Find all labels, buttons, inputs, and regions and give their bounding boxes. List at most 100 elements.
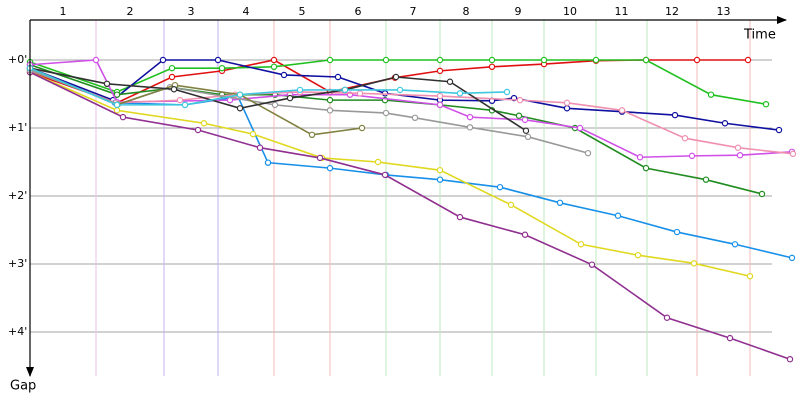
data-point — [507, 201, 515, 209]
data-point — [326, 56, 334, 64]
data-point — [681, 134, 689, 142]
series-line — [29, 71, 751, 278]
data-point — [577, 241, 585, 248]
data-point — [466, 124, 474, 131]
data-point — [746, 273, 754, 280]
y-tick-label: +0' — [8, 53, 27, 66]
y-axis-label: Gap — [10, 379, 36, 394]
data-point — [736, 151, 744, 159]
data-point — [326, 164, 334, 172]
data-point — [280, 71, 288, 79]
data-point — [382, 56, 390, 64]
series-line — [29, 59, 767, 105]
data-point — [671, 111, 679, 119]
data-point — [456, 90, 464, 97]
lap-label: 6 — [355, 5, 362, 18]
data-point — [341, 86, 349, 94]
data-point — [588, 261, 596, 268]
data-point — [503, 88, 511, 96]
data-point — [236, 105, 244, 112]
data-point — [488, 63, 496, 71]
data-point — [436, 92, 444, 100]
lap-label: 12 — [665, 5, 679, 18]
lap-label: 1 — [60, 5, 67, 18]
data-point — [614, 212, 622, 219]
data-point — [446, 78, 454, 85]
data-point — [563, 105, 571, 112]
data-point — [516, 96, 524, 104]
data-point — [744, 56, 752, 64]
data-point — [731, 241, 739, 248]
data-point — [576, 124, 584, 132]
lap-label: 8 — [463, 5, 470, 18]
data-point — [436, 56, 444, 64]
y-tick-label: +3' — [8, 257, 27, 270]
data-point — [113, 101, 121, 109]
data-point — [663, 314, 671, 321]
data-point — [788, 254, 796, 262]
data-point — [726, 334, 734, 342]
data-point — [673, 228, 681, 236]
data-point — [488, 56, 496, 64]
lap-label: 13 — [717, 5, 731, 18]
lap-label: 3 — [188, 5, 195, 18]
data-point — [334, 73, 342, 81]
data-point — [496, 183, 504, 191]
data-point — [271, 101, 279, 109]
data-point — [396, 86, 404, 94]
data-point — [592, 56, 600, 64]
data-point — [775, 126, 783, 134]
data-point — [270, 56, 278, 64]
data-point — [326, 107, 334, 114]
data-point — [103, 80, 111, 88]
data-point — [556, 199, 564, 206]
data-point — [218, 64, 226, 72]
data-point — [113, 107, 121, 114]
series-line — [29, 69, 794, 155]
data-point — [786, 356, 794, 363]
lap-label: 7 — [410, 5, 417, 18]
data-point — [690, 260, 698, 267]
data-point — [436, 101, 444, 109]
lap-label: 10 — [563, 5, 577, 18]
data-point — [214, 56, 222, 64]
data-point — [693, 56, 701, 64]
data-point — [168, 64, 176, 72]
lap-label: 5 — [299, 5, 306, 18]
data-point — [642, 56, 650, 64]
data-point — [618, 107, 626, 114]
data-point — [316, 154, 324, 162]
data-point — [466, 113, 474, 121]
data-point — [286, 94, 294, 102]
data-point — [374, 158, 382, 166]
data-point — [308, 131, 316, 138]
series-line — [29, 59, 748, 104]
data-point — [515, 112, 523, 119]
lap-label: 2 — [127, 5, 134, 18]
series-line — [29, 69, 589, 154]
data-point — [392, 73, 400, 81]
data-point — [707, 91, 715, 98]
data-point — [411, 114, 419, 122]
data-point — [762, 100, 770, 108]
lap-label: 9 — [515, 5, 522, 18]
data-point — [540, 56, 548, 64]
data-point — [381, 171, 389, 179]
y-tick-label: +4' — [8, 325, 27, 338]
data-point — [200, 120, 208, 127]
data-point — [758, 190, 766, 198]
data-point — [159, 56, 167, 64]
series-layer — [26, 56, 797, 363]
data-point — [522, 127, 530, 134]
data-point — [634, 251, 642, 259]
data-point — [521, 116, 529, 124]
data-point — [296, 86, 304, 94]
data-point — [194, 126, 202, 134]
data-point — [264, 159, 272, 166]
data-point — [181, 101, 189, 109]
data-point — [642, 164, 650, 172]
data-point — [584, 149, 592, 157]
x-axis-label: Time — [743, 28, 776, 43]
data-point — [113, 91, 121, 98]
